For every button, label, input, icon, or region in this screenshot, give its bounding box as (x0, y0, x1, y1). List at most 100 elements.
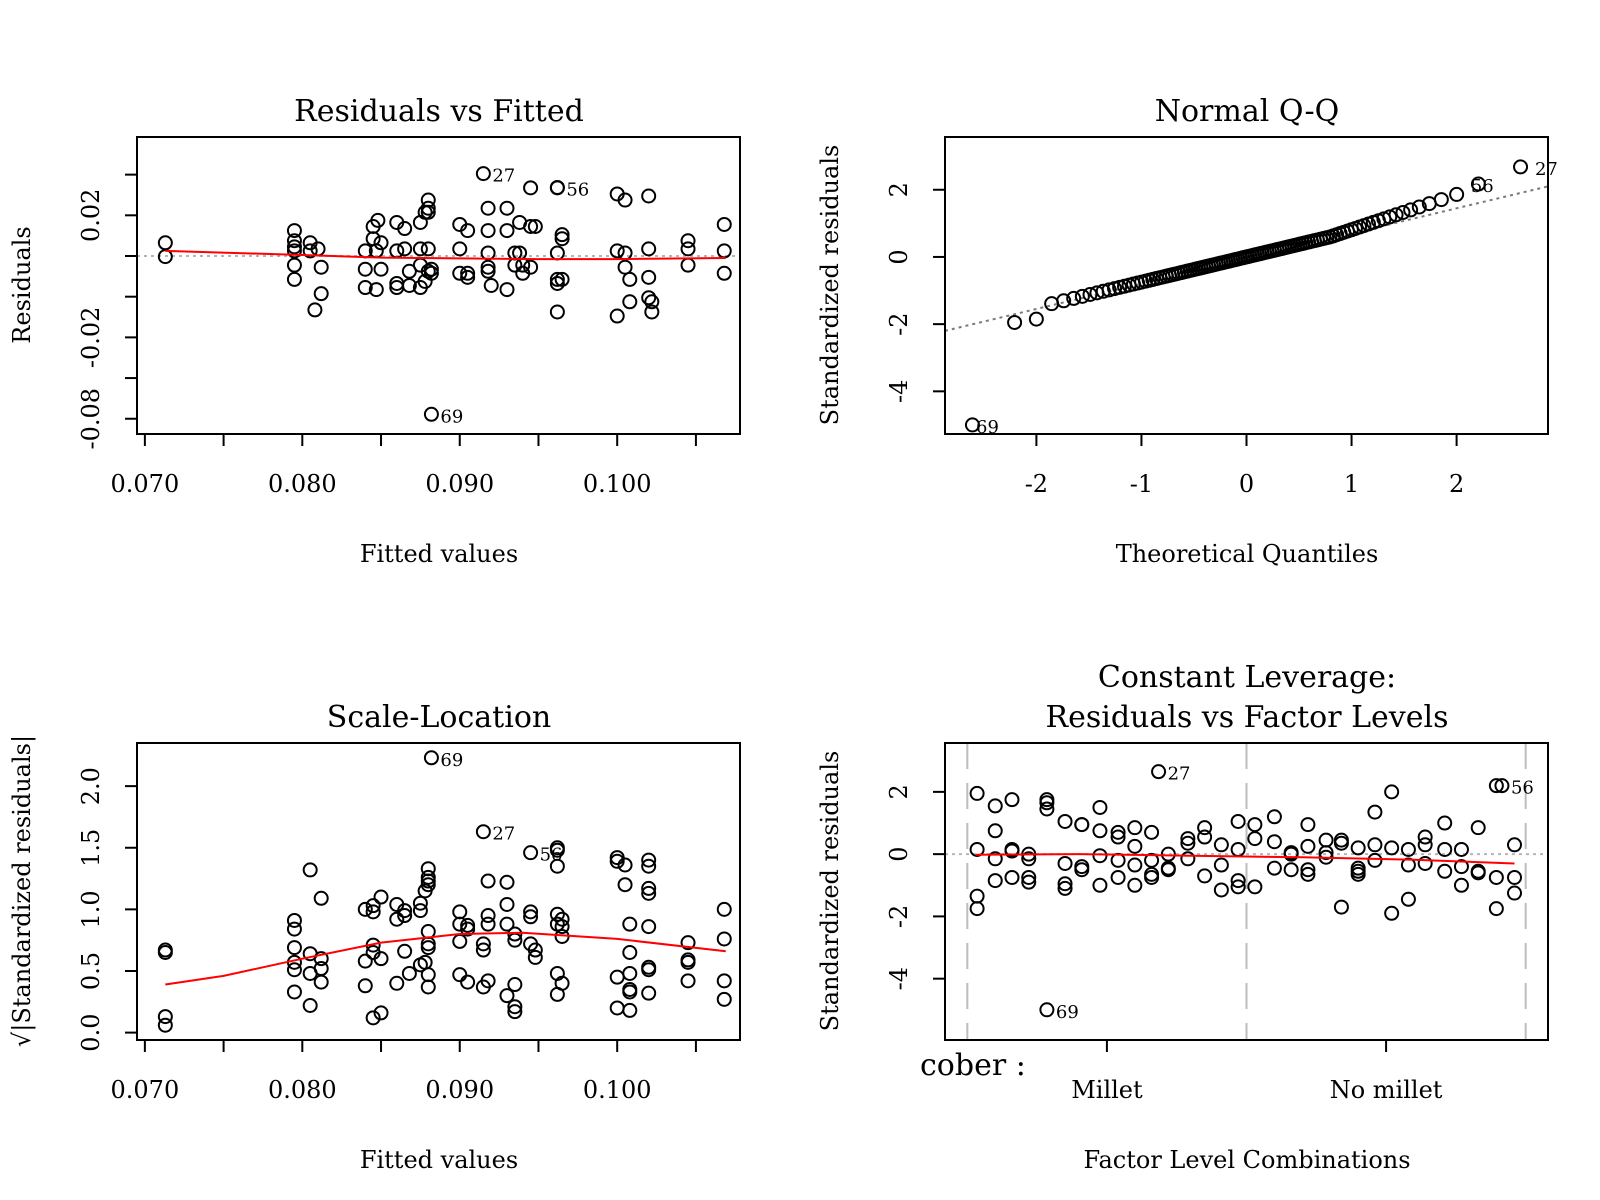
data-point (716, 265, 732, 281)
data-point (1074, 288, 1090, 304)
point-label: 27 (492, 824, 515, 845)
data-point (527, 949, 543, 965)
data-point (373, 951, 389, 967)
data-point (549, 304, 565, 320)
data-point (286, 912, 302, 928)
data-point (1180, 835, 1196, 851)
data-point (302, 997, 318, 1013)
x-tick-label: 0.100 (583, 470, 652, 498)
data-point (313, 890, 329, 906)
data-point (1470, 176, 1486, 192)
data-point (389, 911, 405, 927)
category-label: No millet (1330, 1076, 1443, 1104)
data-point (480, 908, 496, 924)
data-point (1127, 877, 1143, 893)
data-point (617, 245, 633, 261)
x-tick-label: -2 (1025, 470, 1048, 498)
data-point (1074, 817, 1090, 833)
data-point (420, 940, 436, 956)
data-point (480, 973, 496, 989)
y-tick-label: 2.0 (77, 767, 105, 805)
data-point (1417, 855, 1433, 871)
data-point (420, 967, 436, 983)
data-point (1333, 899, 1349, 915)
data-point (523, 180, 539, 196)
data-point (420, 263, 436, 279)
data-point (1300, 862, 1316, 878)
y-tick-label: 0.5 (77, 952, 105, 990)
data-point (680, 973, 696, 989)
data-point (1144, 852, 1160, 868)
data-point (1213, 882, 1229, 898)
data-point (644, 304, 660, 320)
data-point (499, 223, 515, 239)
smoother-line (975, 853, 1515, 865)
data-point (373, 889, 389, 905)
data-point (1283, 845, 1299, 861)
y-tick-label: -2 (885, 905, 913, 928)
point-label: 69 (1056, 1002, 1079, 1023)
data-point (373, 235, 389, 251)
data-point (1007, 314, 1023, 330)
data-point (549, 842, 565, 858)
panel4-plot: 27 56 69 Millet No millet -4 -2 0 2 (885, 742, 1549, 1104)
panel-scale-location: Scale-Location Fitted values √|Standardi… (8, 700, 741, 1174)
data-point (1230, 813, 1246, 829)
data-point (1180, 851, 1196, 867)
plot-frame (944, 136, 1549, 435)
data-point (460, 974, 476, 990)
data-point (716, 991, 732, 1007)
panel3-xlabel: Fitted values (360, 1146, 518, 1174)
data-point (480, 263, 496, 279)
data-point (1180, 831, 1196, 847)
data-point (507, 1004, 523, 1020)
data-point (1021, 874, 1037, 890)
data-point (680, 935, 696, 951)
data-point (357, 978, 373, 994)
x-tick-label: 0.080 (268, 1076, 337, 1104)
data-point (969, 841, 985, 857)
x-tick-label: 0.090 (425, 470, 494, 498)
data-point (1092, 877, 1108, 893)
data-point (357, 280, 373, 296)
y-tick-label: 2 (885, 182, 913, 197)
x-tick-label: 0 (1239, 470, 1254, 498)
data-point (609, 308, 625, 324)
data-point (549, 271, 565, 287)
data-point (1039, 801, 1055, 817)
data-point (1213, 837, 1229, 853)
point-label: 69 (440, 406, 463, 427)
data-point (286, 239, 302, 255)
data-point (365, 904, 381, 920)
data-point (1151, 764, 1167, 780)
data-point (307, 302, 323, 318)
panel2-ylabel: Standardized residuals (816, 145, 844, 426)
x-tick-label: 0.090 (425, 1076, 494, 1104)
data-point (286, 271, 302, 287)
data-point (1367, 837, 1383, 853)
data-point (641, 962, 657, 978)
data-point (1470, 820, 1486, 836)
data-point (554, 975, 570, 991)
x-tick-label: 0.070 (111, 470, 180, 498)
data-point (523, 259, 539, 275)
data-point (523, 904, 539, 920)
data-point (1437, 815, 1453, 831)
data-point (1092, 799, 1108, 815)
data-point (460, 223, 476, 239)
data-point (1470, 865, 1486, 881)
data-point (1384, 784, 1400, 800)
data-point (1350, 866, 1366, 882)
panel1-xlabel: Fitted values (360, 540, 518, 568)
data-point (680, 257, 696, 273)
data-point (1004, 869, 1020, 885)
data-point (1101, 282, 1117, 298)
panel2-xlabel: Theoretical Quantiles (1116, 540, 1379, 568)
data-point (1197, 868, 1213, 884)
data-point (1056, 293, 1072, 309)
data-point (716, 216, 732, 232)
data-point (1127, 820, 1143, 836)
panel1-ylabel: Residuals (8, 226, 36, 343)
data-point (420, 979, 436, 995)
data-point (1449, 186, 1465, 202)
